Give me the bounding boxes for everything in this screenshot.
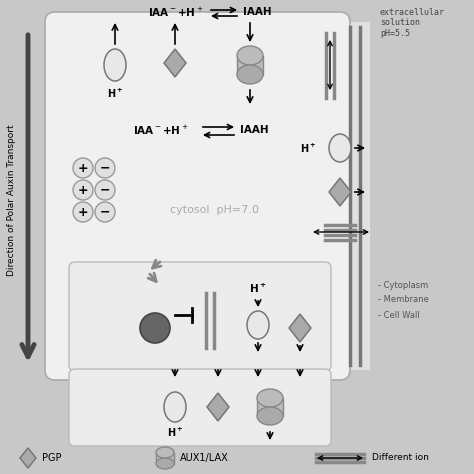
Polygon shape	[20, 448, 36, 468]
Text: $\mathbf{H^+}$: $\mathbf{H^+}$	[249, 282, 267, 294]
FancyBboxPatch shape	[69, 369, 331, 446]
Text: −: −	[100, 183, 110, 197]
Circle shape	[73, 158, 93, 178]
Text: +: +	[78, 162, 88, 174]
Text: AUX1/LAX: AUX1/LAX	[180, 453, 229, 463]
Circle shape	[95, 202, 115, 222]
Bar	[257, 398, 283, 416]
Text: Different ion: Different ion	[372, 454, 429, 463]
Text: - Cell Wall: - Cell Wall	[378, 310, 420, 319]
Bar	[0, 0, 55, 474]
Text: Direction of Polar Auxin Transport: Direction of Polar Auxin Transport	[8, 124, 17, 276]
Ellipse shape	[156, 447, 174, 458]
Bar	[340, 22, 370, 370]
Ellipse shape	[156, 458, 174, 469]
Text: - Cytoplasm: - Cytoplasm	[378, 281, 428, 290]
Ellipse shape	[237, 65, 263, 84]
Ellipse shape	[237, 46, 263, 65]
Text: +: +	[78, 206, 88, 219]
Text: $\mathbf{H^+}$: $\mathbf{H^+}$	[107, 87, 123, 100]
Polygon shape	[207, 393, 229, 421]
Circle shape	[73, 180, 93, 200]
Circle shape	[140, 313, 170, 343]
Text: IAAH: IAAH	[243, 7, 272, 17]
Ellipse shape	[257, 407, 283, 425]
Text: −: −	[100, 206, 110, 219]
Bar	[370, 0, 474, 474]
Polygon shape	[164, 49, 186, 77]
Text: cytosol  pH=7.0: cytosol pH=7.0	[170, 205, 259, 215]
Text: IAA$^-$+H$^+$: IAA$^-$+H$^+$	[133, 123, 189, 137]
Circle shape	[95, 180, 115, 200]
Polygon shape	[329, 178, 351, 206]
Bar	[156, 453, 174, 464]
Ellipse shape	[329, 134, 351, 162]
FancyBboxPatch shape	[45, 12, 350, 380]
FancyBboxPatch shape	[69, 262, 331, 371]
Text: $\mathbf{H^+}$: $\mathbf{H^+}$	[167, 426, 183, 439]
Ellipse shape	[164, 392, 186, 422]
Bar	[237, 55, 263, 74]
Circle shape	[73, 202, 93, 222]
Text: extracellular
solution
pH=5.5: extracellular solution pH=5.5	[380, 8, 445, 38]
Ellipse shape	[257, 389, 283, 407]
Text: +: +	[78, 183, 88, 197]
Text: PGP: PGP	[42, 453, 62, 463]
Text: $\mathbf{H^+}$: $\mathbf{H^+}$	[300, 141, 316, 155]
Ellipse shape	[247, 311, 269, 339]
Text: IAAH: IAAH	[240, 125, 269, 135]
Text: IAA$^-$+H$^+$: IAA$^-$+H$^+$	[148, 5, 203, 18]
Polygon shape	[289, 314, 311, 342]
Bar	[0, 0, 474, 22]
Ellipse shape	[104, 49, 126, 81]
Text: −: −	[100, 162, 110, 174]
Text: - Membrane: - Membrane	[378, 295, 429, 304]
Circle shape	[95, 158, 115, 178]
